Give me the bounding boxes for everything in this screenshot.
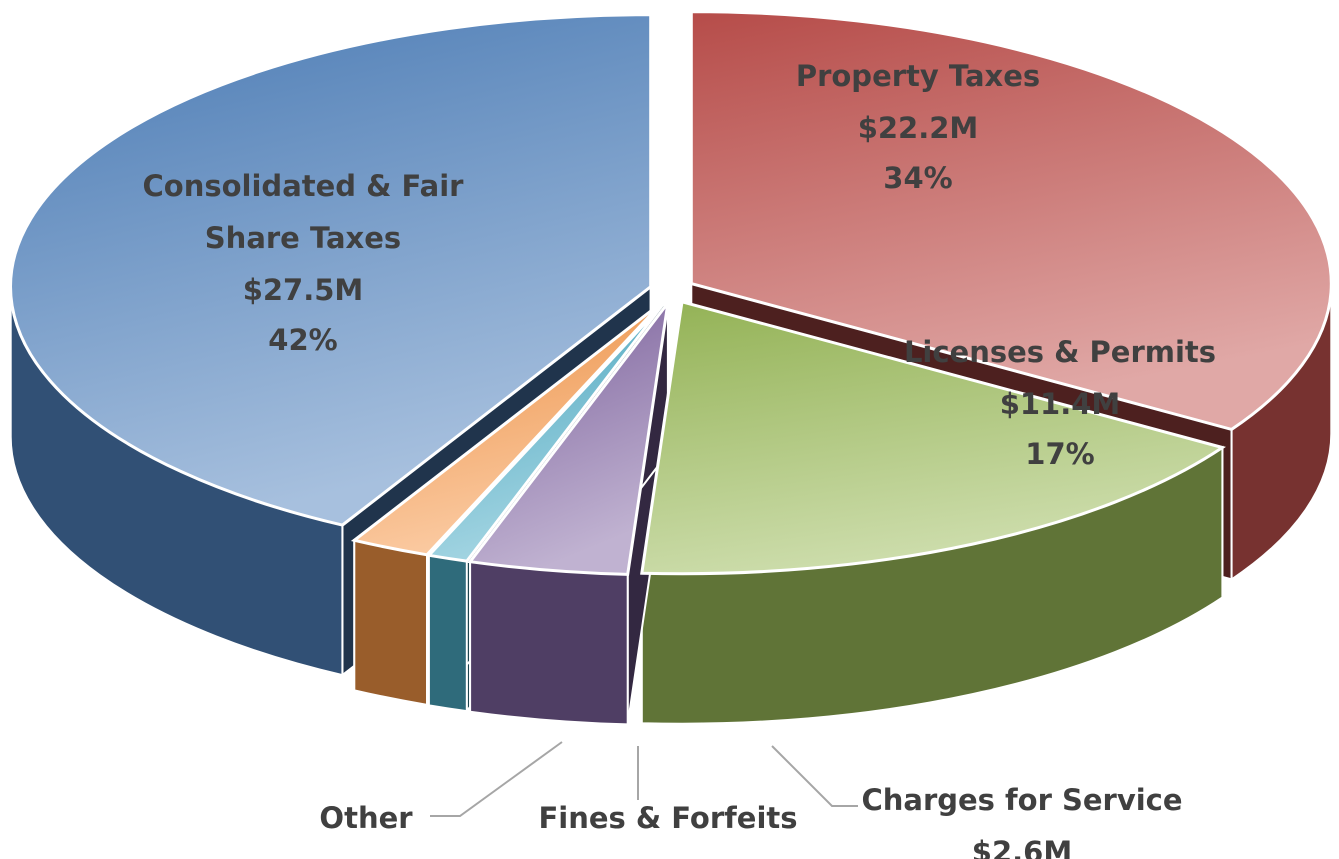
leader-line: [771, 745, 858, 807]
percent-label: 17%: [1025, 437, 1094, 471]
slice-label: Charges for Service: [861, 783, 1182, 817]
slice: [689, 10, 1333, 432]
slice: [640, 299, 1226, 576]
percent-label: 34%: [883, 161, 952, 195]
amount-label: $27.5M: [243, 273, 364, 307]
slice-label: Other: [319, 801, 413, 835]
leader-line: [430, 741, 563, 817]
slice-wall: [427, 554, 468, 713]
slice-wall: [469, 560, 629, 726]
slice-wall: [353, 539, 428, 706]
slice: [9, 13, 653, 527]
slice: [425, 301, 666, 563]
slice-label: Property Taxes: [796, 59, 1040, 93]
slice-label: Fines & Forfeits: [538, 801, 797, 835]
slice-label: Licenses & Permits: [904, 335, 1216, 369]
slice: [467, 297, 671, 576]
amount-label: $2.6M: [972, 835, 1072, 859]
amount-label: $11.4M: [1000, 387, 1121, 421]
amount-label: $22.2M: [858, 111, 979, 145]
slice: [350, 300, 664, 557]
slice-label: Consolidated & Fair Share Taxes: [143, 169, 465, 255]
percent-label: 42%: [268, 323, 337, 357]
